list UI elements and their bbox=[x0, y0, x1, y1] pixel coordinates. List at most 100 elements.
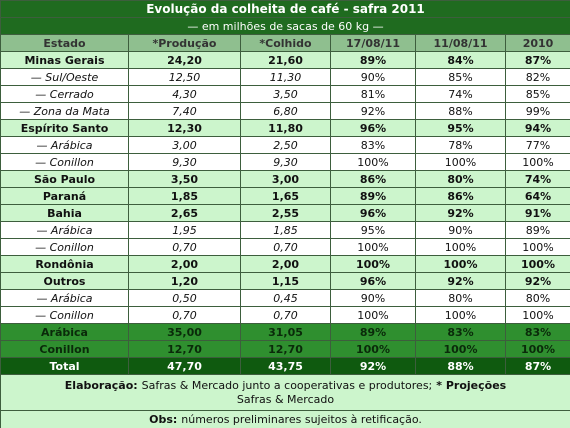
value-cell: 88% bbox=[415, 357, 506, 375]
value-cell: 47,70 bbox=[128, 357, 241, 375]
table-row: — Zona da Mata 7,40 6,80 92% 88% 99% bbox=[0, 102, 570, 120]
table-row: Arábica 35,00 31,05 89% 83% 83% bbox=[0, 323, 570, 341]
value-cell: 1,85 bbox=[240, 221, 331, 239]
table-row: Minas Gerais 24,20 21,60 89% 84% 87% bbox=[0, 51, 570, 69]
value-cell: 43,75 bbox=[240, 357, 331, 375]
value-cell: 7,40 bbox=[128, 102, 241, 120]
value-cell: 95% bbox=[330, 221, 416, 239]
value-cell: 2,00 bbox=[128, 255, 241, 273]
value-cell: 96% bbox=[330, 119, 416, 137]
table-row: Paraná 1,85 1,65 89% 86% 64% bbox=[0, 187, 570, 205]
value-cell: 86% bbox=[330, 170, 416, 188]
table-row: — Cerrado 4,30 3,50 81% 74% 85% bbox=[0, 85, 570, 103]
table-row: Espírito Santo 12,30 11,80 96% 95% 94% bbox=[0, 119, 570, 137]
table-row: — Arábica 3,00 2,50 83% 78% 77% bbox=[0, 136, 570, 154]
value-cell: 100% bbox=[505, 255, 570, 273]
value-cell: 100% bbox=[415, 153, 506, 171]
table-row: — Conillon 0,70 0,70 100% 100% 100% bbox=[0, 238, 570, 256]
value-cell: 85% bbox=[505, 85, 570, 103]
state-cell: — Arábica bbox=[0, 136, 129, 154]
value-cell: 11,80 bbox=[240, 119, 331, 137]
value-cell: 1,20 bbox=[128, 272, 241, 290]
value-cell: 0,70 bbox=[128, 306, 241, 324]
value-cell: 77% bbox=[505, 136, 570, 154]
header-row: Estado *Produção *Colhido 17/08/11 11/08/11 2… bbox=[0, 34, 570, 52]
state-cell: Rondônia bbox=[0, 255, 129, 273]
value-cell: 2,55 bbox=[240, 204, 331, 222]
value-cell: 64% bbox=[505, 187, 570, 205]
value-cell: 100% bbox=[415, 255, 506, 273]
state-cell: — Conillon bbox=[0, 306, 129, 324]
value-cell: 83% bbox=[505, 323, 570, 341]
value-cell: 99% bbox=[505, 102, 570, 120]
state-cell: Paraná bbox=[0, 187, 129, 205]
value-cell: 0,50 bbox=[128, 289, 241, 307]
value-cell: 100% bbox=[330, 238, 416, 256]
value-cell: 90% bbox=[330, 68, 416, 86]
value-cell: 85% bbox=[415, 68, 506, 86]
state-cell: — Zona da Mata bbox=[0, 102, 129, 120]
footer-text: Safras & Mercado bbox=[236, 392, 335, 406]
subtitle-row: — em milhões de sacas de 60 kg — bbox=[0, 17, 570, 35]
state-cell: Espírito Santo bbox=[0, 119, 129, 137]
value-cell: 31,05 bbox=[240, 323, 331, 341]
header-cell: *Colhido bbox=[240, 34, 331, 52]
state-cell: Arábica bbox=[0, 323, 129, 341]
state-cell: — Conillon bbox=[0, 153, 129, 171]
value-cell: 2,00 bbox=[240, 255, 331, 273]
header-cell: Estado bbox=[0, 34, 129, 52]
value-cell: 90% bbox=[415, 221, 506, 239]
value-cell: 3,00 bbox=[240, 170, 331, 188]
value-cell: 3,50 bbox=[240, 85, 331, 103]
value-cell: 100% bbox=[330, 340, 416, 358]
value-cell: 3,00 bbox=[128, 136, 241, 154]
value-cell: 9,30 bbox=[240, 153, 331, 171]
value-cell: 80% bbox=[505, 289, 570, 307]
value-cell: 92% bbox=[505, 272, 570, 290]
value-cell: 94% bbox=[505, 119, 570, 137]
credit: Elaboração: Safras & Mercado junto a coop… bbox=[0, 374, 570, 411]
value-cell: 87% bbox=[505, 357, 570, 375]
value-cell: 24,20 bbox=[128, 51, 241, 69]
header-cell: 11/08/11 bbox=[415, 34, 506, 52]
value-cell: 100% bbox=[330, 306, 416, 324]
value-cell: 95% bbox=[415, 119, 506, 137]
state-cell: — Sul/Oeste bbox=[0, 68, 129, 86]
state-cell: São Paulo bbox=[0, 170, 129, 188]
value-cell: 74% bbox=[505, 170, 570, 188]
footer-text: Elaboração: bbox=[64, 378, 138, 392]
value-cell: 92% bbox=[330, 102, 416, 120]
table-row: — Arábica 0,50 0,45 90% 80% 80% bbox=[0, 289, 570, 307]
table-row: Conillon 12,70 12,70 100% 100% 100% bbox=[0, 340, 570, 358]
header-cell: *Produção bbox=[128, 34, 241, 52]
value-cell: 92% bbox=[415, 272, 506, 290]
footer-text: * Projeções bbox=[436, 378, 507, 392]
value-cell: 82% bbox=[505, 68, 570, 86]
value-cell: 86% bbox=[415, 187, 506, 205]
state-cell: — Arábica bbox=[0, 221, 129, 239]
value-cell: 89% bbox=[505, 221, 570, 239]
table-row: — Conillon 9,30 9,30 100% 100% 100% bbox=[0, 153, 570, 171]
obs: Obs: números preliminares sujeitos à reti… bbox=[0, 410, 570, 428]
value-cell: 89% bbox=[330, 323, 416, 341]
value-cell: 3,50 bbox=[128, 170, 241, 188]
value-cell: 12,50 bbox=[128, 68, 241, 86]
table-row: — Conillon 0,70 0,70 100% 100% 100% bbox=[0, 306, 570, 324]
state-cell: — Arábica bbox=[0, 289, 129, 307]
table-row: Total 47,70 43,75 92% 88% 87% bbox=[0, 357, 570, 375]
value-cell: 100% bbox=[505, 238, 570, 256]
value-cell: 80% bbox=[415, 170, 506, 188]
header-cell: 2010 bbox=[505, 34, 570, 52]
table-row: Bahia 2,65 2,55 96% 92% 91% bbox=[0, 204, 570, 222]
title-row: Evolução da colheita de café - safra 201… bbox=[0, 0, 570, 18]
value-cell: 9,30 bbox=[128, 153, 241, 171]
state-cell: — Conillon bbox=[0, 238, 129, 256]
footer-text: números preliminares sujeitos à retifica… bbox=[181, 412, 422, 426]
value-cell: 81% bbox=[330, 85, 416, 103]
value-cell: 96% bbox=[330, 272, 416, 290]
state-cell: Bahia bbox=[0, 204, 129, 222]
value-cell: 88% bbox=[415, 102, 506, 120]
value-cell: 92% bbox=[330, 357, 416, 375]
